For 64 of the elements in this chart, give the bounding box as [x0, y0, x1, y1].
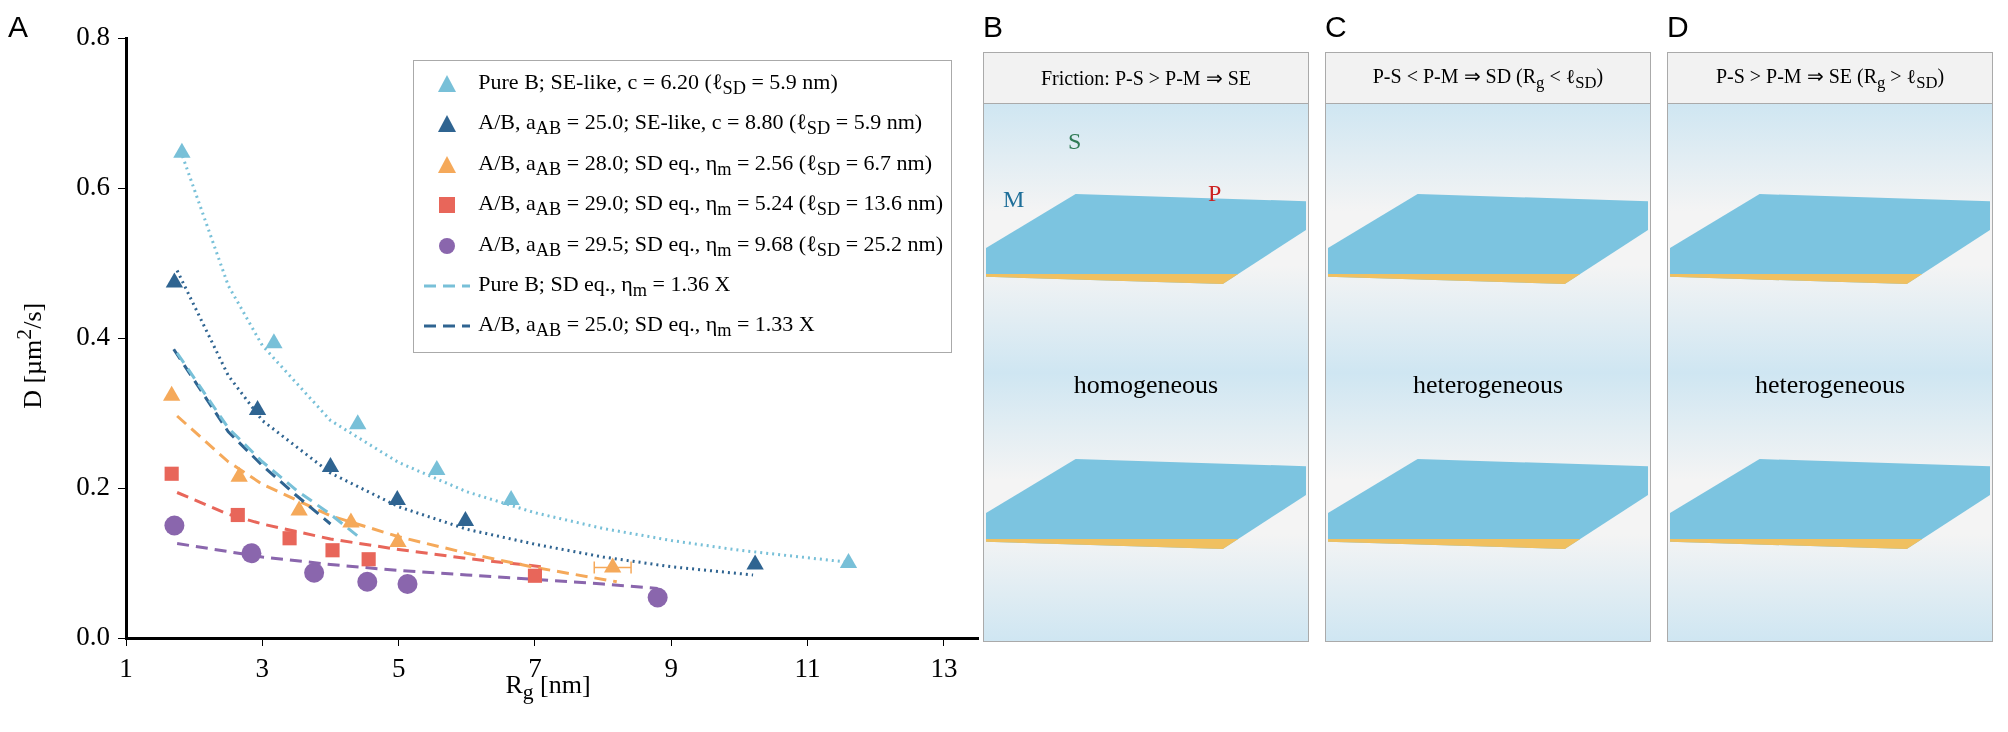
point [342, 512, 360, 528]
point [165, 272, 184, 288]
line-series [175, 351, 360, 538]
point [163, 385, 181, 401]
point [241, 543, 262, 564]
y-tick-label: 0.2 [76, 471, 110, 502]
point [647, 587, 668, 608]
legend-label: Pure B; SE-like, c = 6.20 (ℓ$_{SD}$ = 5.9 nm) [478, 69, 838, 99]
x-tick-label: 1 [119, 653, 133, 684]
legend-label: A/B, a$_{AB}$ = 25.0; SE-like, c = 8.80 (ℓ$_{SD}$ = 5.9 nm) [478, 109, 923, 139]
text: B [983, 10, 1004, 44]
point [248, 400, 267, 415]
point [428, 460, 446, 475]
point [397, 574, 418, 594]
x-tick-label: 9 [664, 653, 679, 684]
point [290, 500, 308, 516]
point [357, 571, 378, 592]
text: P-S < P-M ⇒ SD (R$_{g}$ < ℓ$_{SD}$) [1372, 63, 1604, 93]
text: P [1208, 180, 1222, 207]
point [321, 457, 340, 472]
line-series [175, 414, 619, 584]
text: P-S > P-M ⇒ SE (R$_{g}$ > ℓ$_{SD}$) [1715, 63, 1945, 93]
y-tick-label: 0.6 [76, 171, 110, 202]
point [361, 552, 376, 567]
point [604, 557, 622, 573]
point [230, 466, 248, 482]
point [746, 554, 764, 570]
point [173, 142, 191, 158]
y-tick-label: 0.8 [76, 21, 110, 52]
point [456, 511, 475, 526]
point [389, 532, 407, 547]
legend-label: A/B, a$_{AB}$ = 29.5; SD eq., η$_{m}$ = 9.68 (ℓ$_{SD}$ = 25.2 nm) [478, 230, 943, 260]
text: M [1003, 186, 1025, 213]
point [502, 490, 520, 505]
line-series [172, 347, 332, 526]
point [388, 490, 406, 505]
x-tick-label: 5 [391, 653, 406, 684]
text: homogeneous [1072, 370, 1220, 400]
point [325, 543, 340, 558]
text: A [8, 10, 29, 44]
text: Friction: P-S > P-M ⇒ SE [1041, 66, 1251, 90]
point [164, 466, 179, 481]
x-tick-label: 11 [794, 653, 821, 684]
text: heterogeneous [1411, 370, 1565, 400]
y-tick-label: 0.0 [76, 621, 110, 652]
legend-label: A/B, a$_{AB}$ = 28.0; SD eq., η$_{m}$ = 2.56 (ℓ$_{SD}$ = 6.7 nm) [478, 149, 932, 180]
point [230, 507, 245, 523]
legend-label: A/B, a$_{AB}$ = 25.0; SD eq., η$_{m}$ = 1.33 X [478, 311, 815, 341]
text: C [1325, 10, 1347, 44]
text: S [1068, 128, 1082, 155]
y-tick-label: 0.4 [76, 321, 111, 352]
point [282, 531, 297, 546]
legend-label: A/B, a$_{AB}$ = 29.0; SD eq., η$_{m}$ = 5.24 (ℓ$_{SD}$ = 13.6 nm) [478, 190, 943, 220]
point [527, 568, 543, 583]
point [304, 562, 325, 583]
text: D [1667, 10, 1689, 44]
x-tick-label: 3 [255, 653, 270, 684]
legend-label: Pure B; SD eq., η$_{m}$ = 1.36 X [478, 270, 731, 301]
x-tick-label: 13 [930, 653, 958, 684]
point [349, 414, 367, 430]
point [839, 553, 858, 568]
text: heterogeneous [1753, 370, 1907, 400]
point [265, 333, 283, 349]
point [164, 515, 185, 536]
